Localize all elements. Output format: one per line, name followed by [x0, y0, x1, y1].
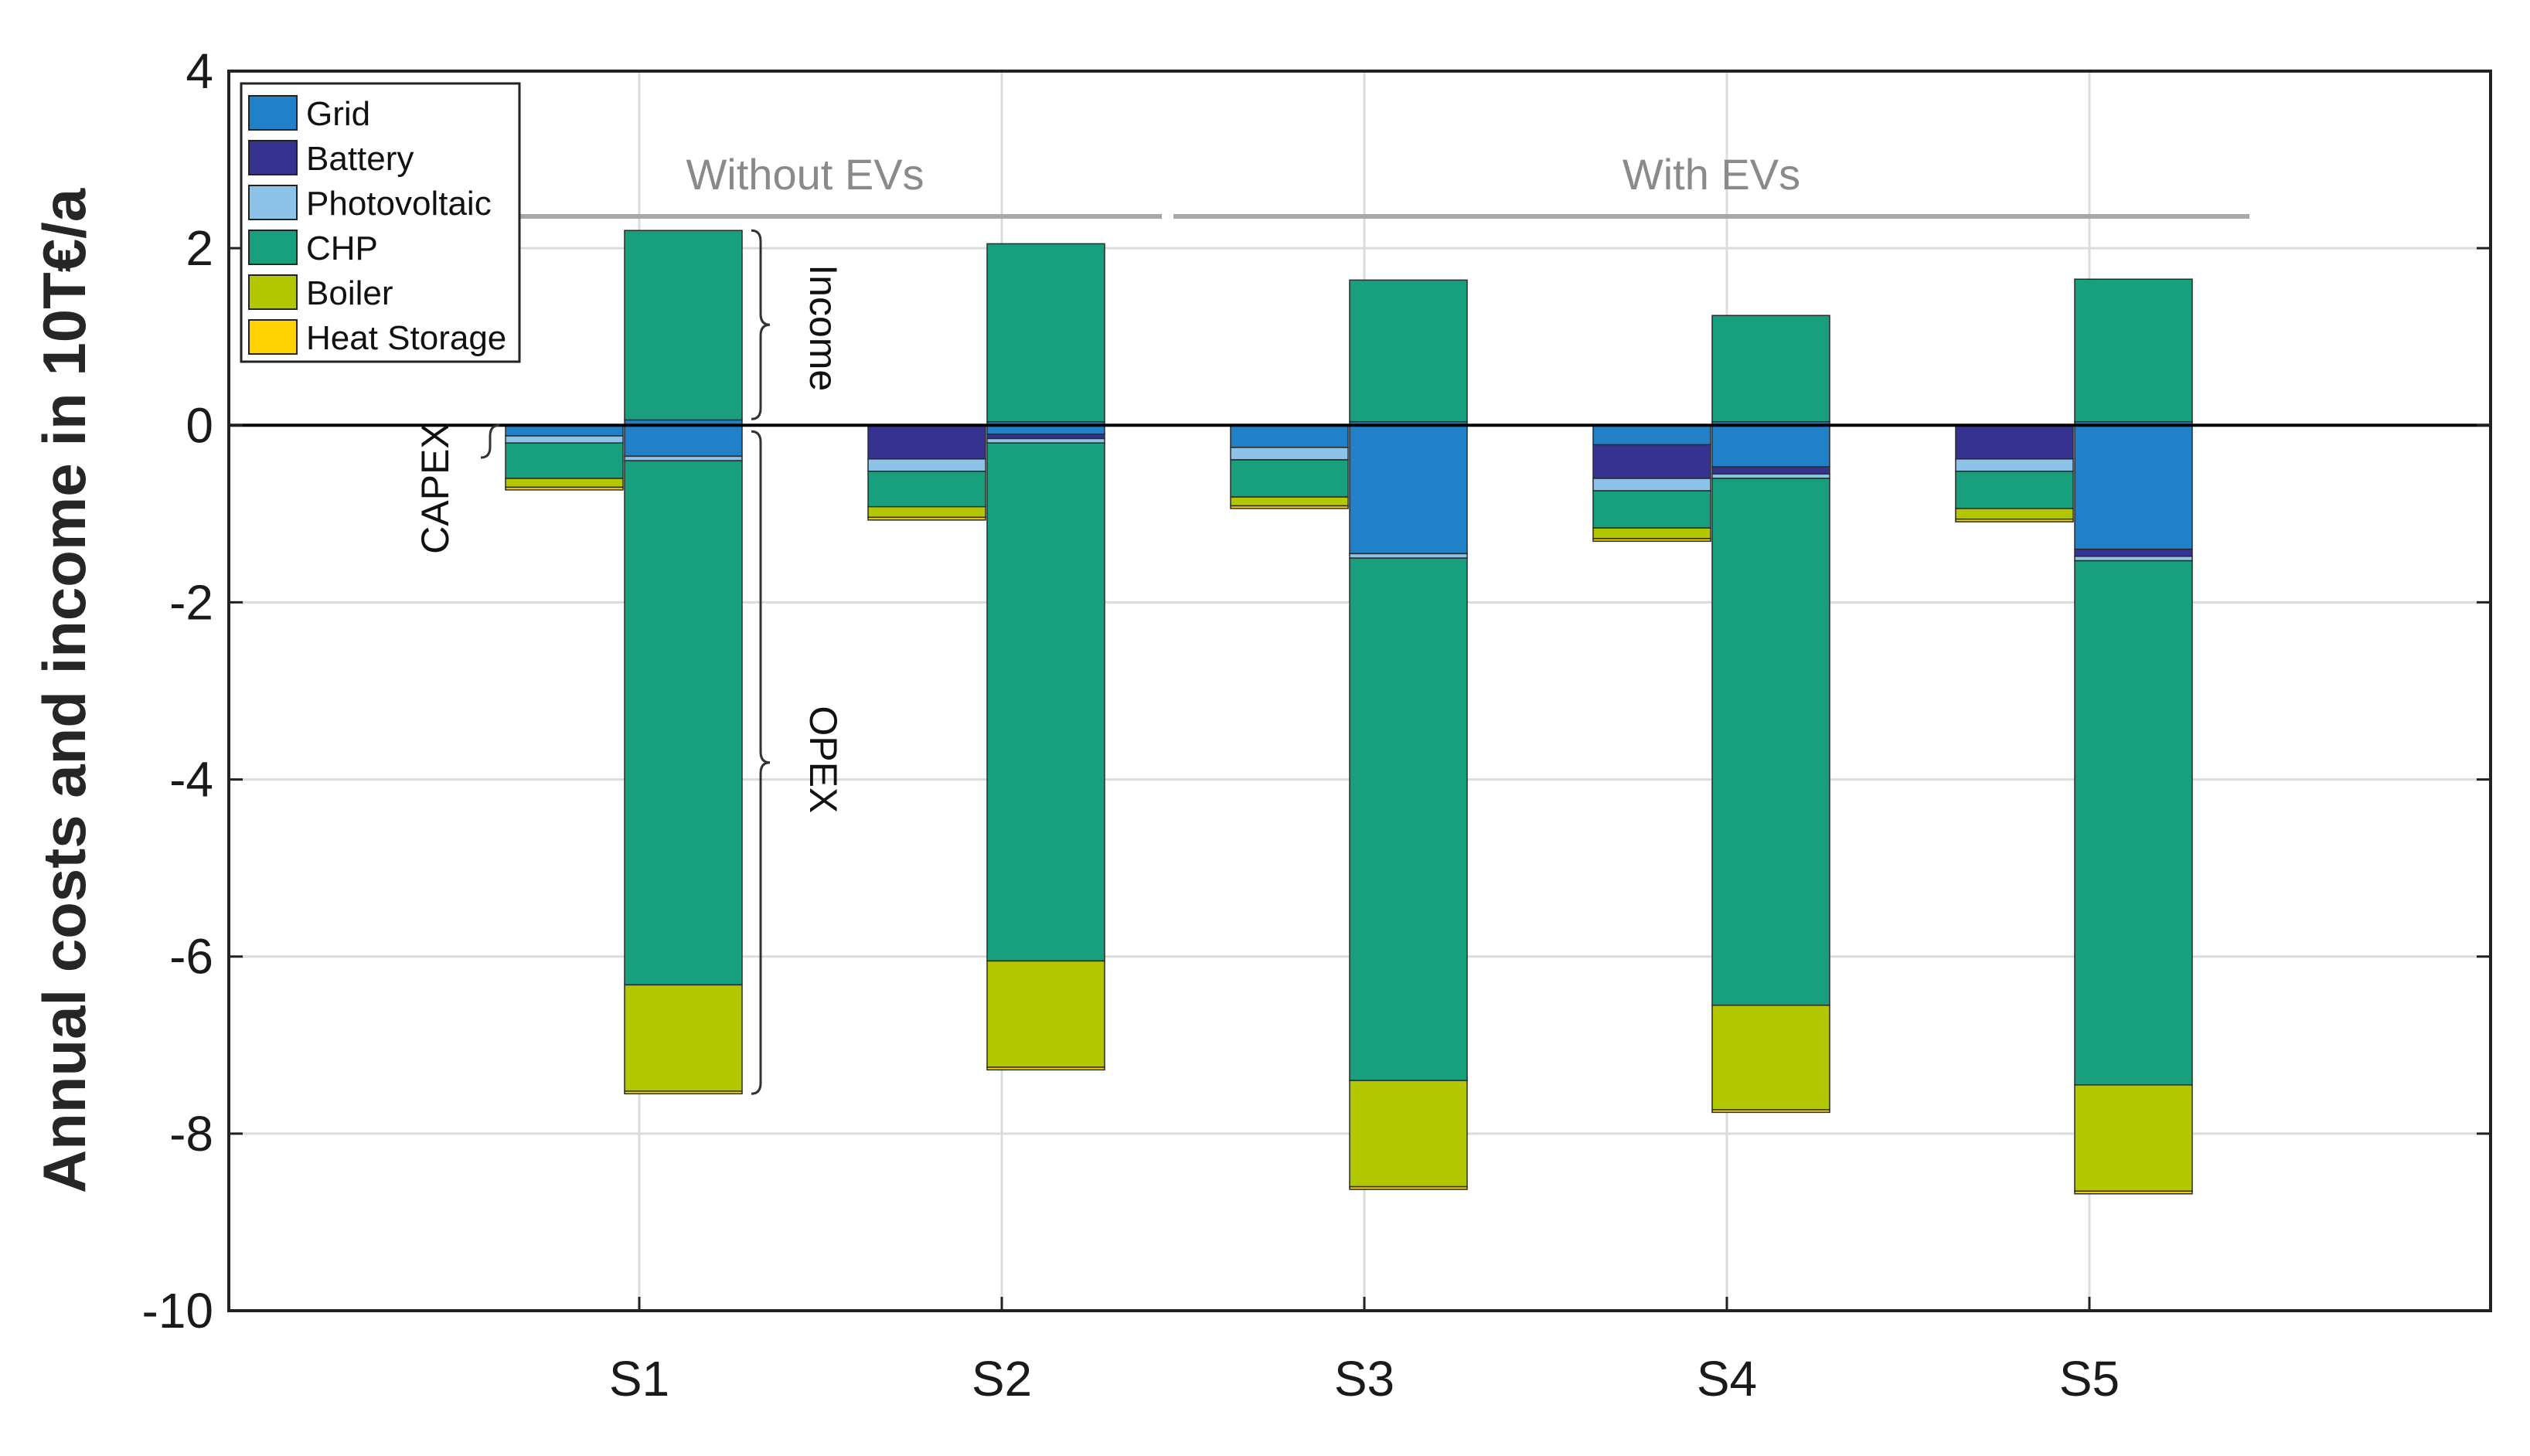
bar-s4-opex-heat-storage — [1711, 1109, 1830, 1114]
opex-label: OPEX — [802, 706, 845, 813]
y-tick-label: -4 — [169, 752, 213, 808]
group-labels: Without EVs With EVs — [448, 150, 2249, 219]
x-tick-label-s3: S3 — [1334, 1351, 1394, 1407]
bar-s5-capex-chp — [1955, 471, 2074, 509]
bar-s2-opex-chp — [986, 442, 1105, 962]
bar-s5-capex-heat-storage — [1955, 518, 2074, 522]
y-tick-label: -8 — [169, 1106, 213, 1162]
bar-s3-opex-heat-storage — [1349, 1186, 1468, 1190]
bar-s5-capex-battery — [1955, 424, 2074, 460]
bar-s1-opex-grid — [624, 424, 743, 458]
bar-s4-opex-grid — [1711, 424, 1830, 468]
axis-ticks: 4 2 0 -2 -4 -6 -8 -10 S1 S2 S3 S4 S5 — [142, 43, 2491, 1407]
bar-s4-opex-chp — [1711, 478, 1830, 1006]
bar-s4-opex-battery — [1711, 466, 1830, 475]
x-tick-label-s2: S2 — [972, 1351, 1032, 1407]
bar-s1-income-chp — [624, 230, 743, 421]
group-label-without-evs: Without EVs — [686, 150, 924, 199]
bar-s1-capex-photovoltaic — [505, 435, 624, 444]
bar-s5-income-chp — [2074, 278, 2193, 423]
x-tick-label-s1: S1 — [609, 1351, 669, 1407]
bar-s5-opex-boiler — [2074, 1084, 2193, 1192]
bar-s2-opex-boiler — [986, 960, 1105, 1068]
bar-s1-opex-boiler — [624, 984, 743, 1092]
y-tick-label: 4 — [186, 43, 213, 99]
capex-label: CAPEX — [414, 423, 457, 554]
legend-label-battery: Battery — [306, 140, 414, 178]
income-label: Income — [802, 264, 845, 391]
bar-s3-capex-chp — [1230, 459, 1349, 498]
bar-s5-opex-battery — [2074, 548, 2193, 557]
bar-s4-capex-battery — [1592, 444, 1711, 479]
bar-s4-capex-heat-storage — [1592, 538, 1711, 543]
bar-s3-capex-heat-storage — [1230, 505, 1349, 509]
bar-s4-income-chp — [1711, 315, 1830, 423]
legend-swatch-photovoltaic — [248, 185, 298, 220]
bar-s4-capex-boiler — [1592, 527, 1711, 539]
x-tick-label-s5: S5 — [2059, 1351, 2120, 1407]
legend: Grid Battery Photovoltaic CHP Boiler Heat Sto… — [240, 82, 521, 363]
y-tick-label: -10 — [142, 1283, 214, 1339]
legend-swatch-grid — [248, 95, 298, 131]
x-tick-label-s4: S4 — [1697, 1351, 1757, 1407]
bar-s4-capex-photovoltaic — [1592, 478, 1711, 492]
legend-swatch-battery — [248, 140, 298, 175]
bar-s2-opex-battery — [986, 433, 1105, 440]
y-tick-label: -2 — [169, 574, 213, 630]
bar-s3-opex-boiler — [1349, 1080, 1468, 1188]
bar-s3-income-chp — [1349, 279, 1468, 423]
income-brace — [751, 229, 771, 420]
bar-s5-capex-photovoltaic — [1955, 458, 2074, 472]
bar-s1-capex-grid — [505, 424, 624, 437]
bar-s1-capex-chp — [505, 442, 624, 479]
bar-s2-capex-photovoltaic — [867, 458, 986, 472]
legend-label-boiler: Boiler — [306, 274, 393, 312]
legend-label-grid: Grid — [306, 95, 370, 133]
bar-s2-opex-photovoltaic — [986, 437, 1105, 444]
bar-s4-opex-boiler — [1711, 1004, 1830, 1111]
bar-s2-capex-boiler — [867, 505, 986, 519]
bar-s5-opex-grid — [2074, 424, 2193, 550]
bar-s5-capex-boiler — [1955, 508, 2074, 520]
bar-s2-capex-heat-storage — [867, 516, 986, 521]
bar-s1-capex-boiler — [505, 478, 624, 488]
bar-s1-opex-photovoltaic — [624, 455, 743, 461]
bar-s3-capex-photovoltaic — [1230, 447, 1349, 461]
bar-s3-capex-boiler — [1230, 496, 1349, 507]
bar-s5-opex-photovoltaic — [2074, 556, 2193, 562]
bar-s3-capex-grid — [1230, 424, 1349, 448]
bar-s1-capex-heat-storage — [505, 486, 624, 491]
bar-s3-opex-photovoltaic — [1349, 553, 1468, 559]
legend-label-heat-storage: Heat Storage — [306, 319, 506, 357]
legend-label-chp: CHP — [306, 230, 378, 267]
annotations: CAPEX OPEX Income — [414, 229, 845, 1095]
bar-s4-opex-photovoltaic — [1711, 473, 1830, 479]
bars — [505, 230, 2193, 1195]
opex-brace — [751, 430, 771, 1095]
group-label-with-evs: With EVs — [1623, 150, 1800, 199]
bar-s5-opex-heat-storage — [2074, 1190, 2193, 1195]
legend-swatch-boiler — [248, 274, 298, 310]
plot-frame — [227, 70, 2492, 1312]
legend-swatch-chp — [248, 230, 298, 265]
bar-s2-capex-chp — [867, 471, 986, 508]
bar-s4-capex-chp — [1592, 490, 1711, 529]
bar-s2-capex-battery — [867, 424, 986, 460]
legend-swatch-heat-storage — [248, 319, 298, 355]
bar-s4-capex-grid — [1592, 424, 1711, 446]
capex-brace — [480, 424, 500, 459]
y-tick-label: 2 — [186, 220, 213, 276]
legend-label-photovoltaic: Photovoltaic — [306, 185, 492, 223]
y-tick-label: 0 — [186, 397, 213, 453]
bar-s1-opex-heat-storage — [624, 1090, 743, 1095]
bar-s2-opex-heat-storage — [986, 1066, 1105, 1071]
bar-s5-opex-chp — [2074, 560, 2193, 1086]
bar-s3-opex-grid — [1349, 424, 1468, 555]
y-axis-label: Annual costs and income in 10T€/a — [30, 188, 98, 1193]
bar-s2-income-chp — [986, 243, 1105, 423]
bar-s3-opex-chp — [1349, 557, 1468, 1081]
y-tick-label: -6 — [169, 929, 213, 985]
bar-s1-opex-chp — [624, 460, 743, 986]
